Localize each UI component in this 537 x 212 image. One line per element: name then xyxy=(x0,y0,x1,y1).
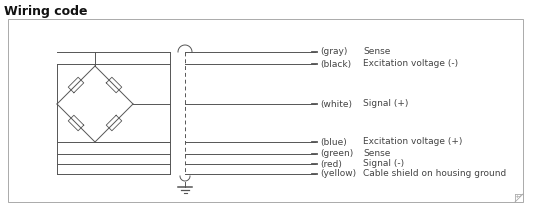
Text: (gray): (gray) xyxy=(320,47,347,57)
Text: Sense: Sense xyxy=(363,47,390,57)
Text: (blue): (blue) xyxy=(320,138,347,146)
Text: (green): (green) xyxy=(320,149,353,159)
Text: Excitation voltage (+): Excitation voltage (+) xyxy=(363,138,462,146)
Text: Excitation voltage (-): Excitation voltage (-) xyxy=(363,60,458,68)
Text: Sense: Sense xyxy=(363,149,390,159)
Text: Signal (+): Signal (+) xyxy=(363,99,408,109)
Text: (yellow): (yellow) xyxy=(320,170,356,179)
Bar xyxy=(8,19,523,202)
Text: (red): (red) xyxy=(320,159,342,169)
Text: (black): (black) xyxy=(320,60,351,68)
Text: ↵: ↵ xyxy=(516,194,522,200)
Text: Signal (-): Signal (-) xyxy=(363,159,404,169)
Text: Wiring code: Wiring code xyxy=(4,5,88,18)
Text: Cable shield on housing ground: Cable shield on housing ground xyxy=(363,170,506,179)
Text: (white): (white) xyxy=(320,99,352,109)
